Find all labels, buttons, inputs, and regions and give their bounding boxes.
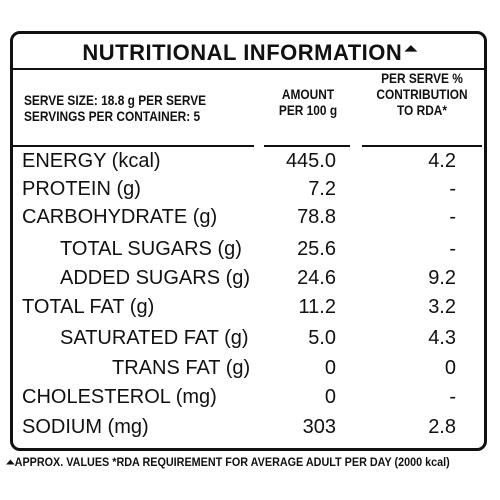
nutrient-rda: 3.2	[428, 296, 456, 318]
nutrient-rda: -	[449, 386, 456, 408]
nutrient-row: SODIUM (mg) 303 2.8	[0, 413, 500, 441]
nutrient-row: PROTEIN (g) 7.2 -	[0, 175, 500, 203]
nutrient-row: SATURATED FAT (g) 5.0 4.3	[0, 324, 500, 352]
nutrient-row: CHOLESTEROL (mg) 0 -	[0, 383, 500, 411]
nutrient-rda: 4.3	[428, 327, 456, 349]
nutrient-name: PROTEIN (g)	[22, 178, 141, 200]
nutrient-row: TOTAL SUGARS (g) 25.6 -	[0, 235, 500, 263]
nutrient-name: TOTAL SUGARS (g)	[60, 238, 242, 260]
nutrient-rda: 2.8	[428, 416, 456, 438]
nutrient-amount: 5.0	[308, 327, 336, 349]
nutrient-rda: 4.2	[428, 150, 456, 172]
amount-header-line2: PER 100 g	[278, 102, 338, 118]
serving-info: SERVE SIZE: 18.8 g PER SERVE SERVINGS PE…	[24, 92, 206, 124]
rda-header-line3: TO RDA*	[396, 102, 448, 118]
nutrient-rda: 0	[444, 357, 456, 379]
nutrient-amount: 11.2	[298, 296, 336, 318]
header-divider-left	[12, 145, 254, 147]
nutrient-row: CARBOHYDRATE (g) 78.8 -	[0, 203, 500, 231]
nutrient-amount: 24.6	[297, 267, 336, 289]
nutrient-rda: -	[449, 238, 456, 260]
servings-per-container: SERVINGS PER CONTAINER: 5	[24, 108, 201, 124]
nutrient-row: TOTAL FAT (g) 11.2 3.2	[0, 293, 500, 321]
nutrient-row: ADDED SUGARS (g) 24.6 9.2	[0, 264, 500, 292]
nutrient-rda: 9.2	[428, 267, 456, 289]
header-divider-right	[362, 145, 482, 147]
nutrient-amount: 303	[302, 416, 336, 438]
nutrient-name: SODIUM (mg)	[22, 416, 149, 438]
serve-size: SERVE SIZE: 18.8 g PER SERVE	[24, 92, 207, 108]
nutrient-row: ENERGY (kcal) 445.0 4.2	[0, 147, 500, 175]
amount-header-line1: AMOUNT	[281, 86, 335, 102]
title-divider	[12, 68, 485, 70]
title-text: NUTRITIONAL INFORMATION	[82, 40, 403, 65]
nutrient-rda: -	[449, 178, 456, 200]
nutrition-panel	[10, 31, 487, 451]
nutrient-rda: -	[449, 206, 456, 228]
rda-column-header: PER SERVE % CONTRIBUTION TO RDA*	[369, 70, 474, 118]
nutrient-name: ENERGY (kcal)	[22, 150, 161, 172]
nutrient-name: ADDED SUGARS (g)	[60, 267, 251, 289]
approx-mark-icon: ⏶	[404, 41, 418, 58]
nutrient-name: CHOLESTEROL (mg)	[22, 386, 217, 408]
nutrient-name: TRANS FAT (g)	[112, 357, 251, 379]
nutrient-row: TRANS FAT (g) 0 0	[0, 354, 500, 382]
nutrient-amount: 0	[324, 386, 336, 408]
nutrient-amount: 445.0	[285, 150, 336, 172]
nutrient-name: SATURATED FAT (g)	[60, 327, 249, 349]
nutrient-name: CARBOHYDRATE (g)	[22, 206, 218, 228]
nutrient-amount: 78.8	[297, 206, 336, 228]
rda-header-line1: PER SERVE %	[381, 70, 463, 86]
panel-title: NUTRITIONAL INFORMATION ⏶	[0, 40, 500, 66]
amount-column-header: AMOUNT PER 100 g	[269, 86, 347, 118]
rda-header-line2: CONTRIBUTION	[376, 86, 468, 102]
header-divider-mid	[264, 145, 350, 147]
footnote: ⏶APPROX. VALUES *RDA REQUIREMENT FOR AVE…	[6, 455, 450, 469]
nutrient-amount: 0	[324, 357, 336, 379]
nutrient-amount: 7.2	[308, 178, 336, 200]
nutrient-amount: 25.6	[297, 238, 336, 260]
nutrient-name: TOTAL FAT (g)	[22, 296, 155, 318]
